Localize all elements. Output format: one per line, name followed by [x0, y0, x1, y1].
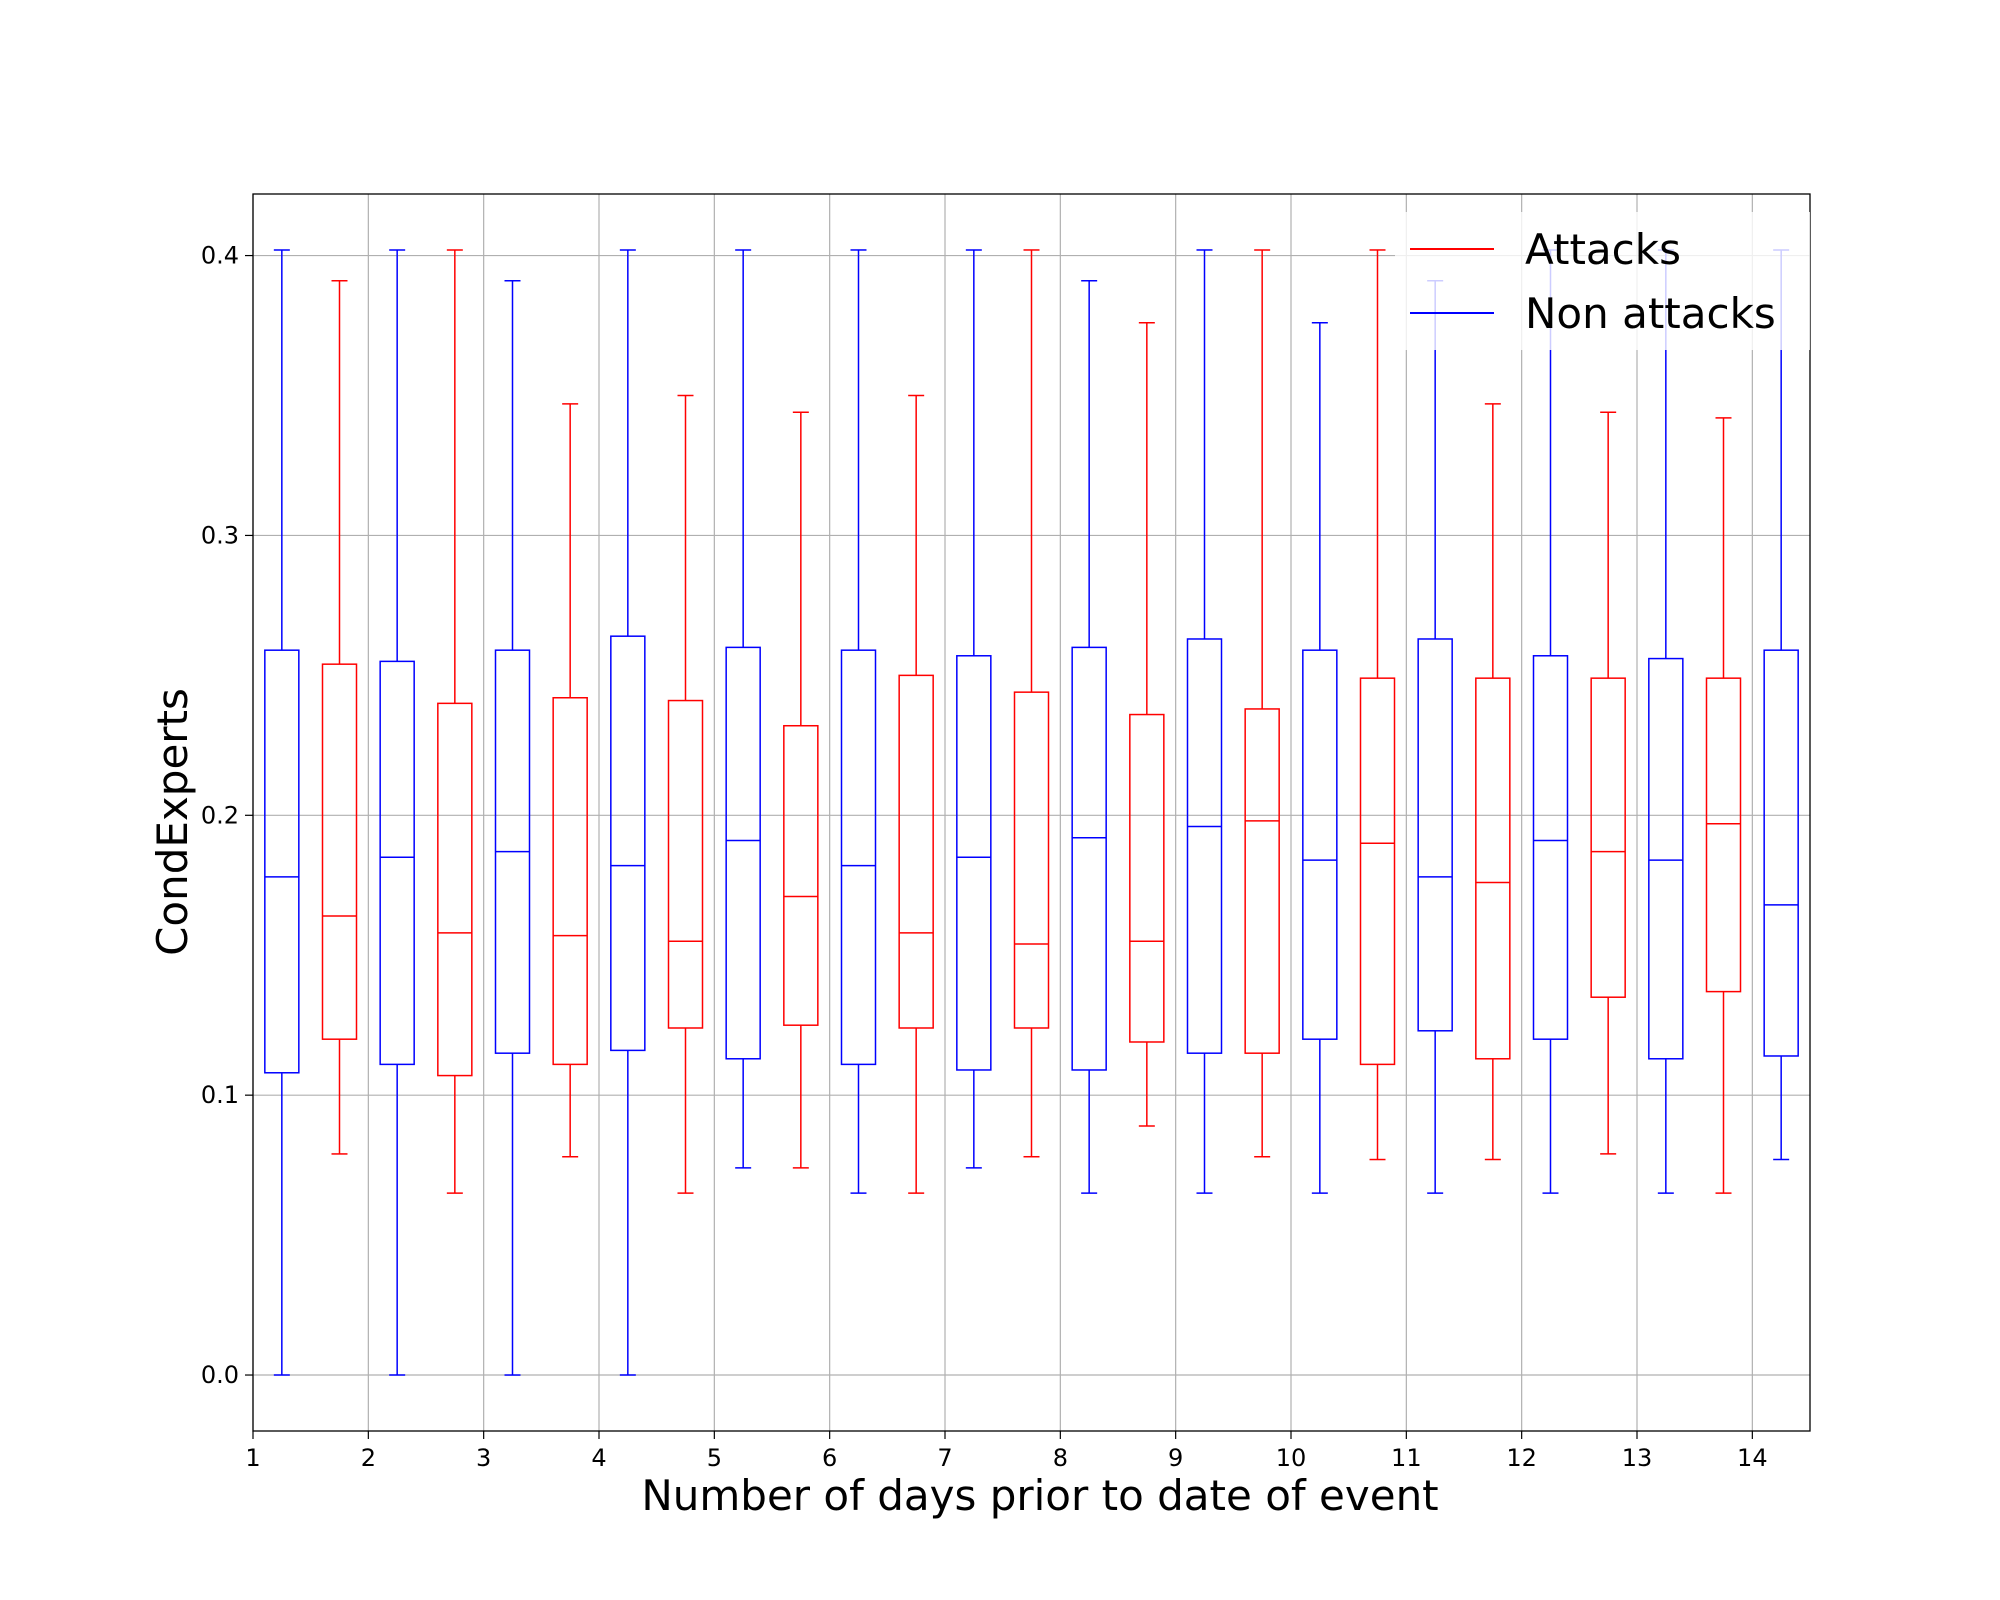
- legend-background: [1395, 212, 1810, 350]
- x-tick-label: 13: [1622, 1444, 1653, 1472]
- box-iqr: [1302, 649, 1338, 1040]
- x-tick-label: 2: [361, 1444, 376, 1472]
- box-iqr: [1590, 677, 1626, 998]
- box-attacks: [1359, 249, 1396, 1161]
- x-tick-label: 7: [937, 1444, 952, 1472]
- box-iqr: [725, 646, 761, 1060]
- box-attacks: [1590, 411, 1626, 1155]
- x-tick-label: 12: [1506, 1444, 1537, 1472]
- box-iqr: [956, 655, 992, 1071]
- box-iqr: [610, 635, 646, 1052]
- x-tick-label: 1: [245, 1444, 260, 1472]
- box-iqr: [1129, 713, 1165, 1043]
- x-tick-label: 5: [707, 1444, 722, 1472]
- plot-area-frame: [252, 193, 1811, 1432]
- box-iqr: [1705, 677, 1742, 993]
- box-iqr: [1244, 708, 1280, 1054]
- box-attacks: [552, 403, 588, 1158]
- box-iqr: [552, 697, 588, 1066]
- box-attacks: [1475, 403, 1511, 1161]
- box-non-attacks: [610, 249, 646, 1376]
- box-iqr: [1359, 677, 1396, 1066]
- x-tick-label: 11: [1391, 1444, 1422, 1472]
- box-iqr: [1013, 691, 1050, 1029]
- box-iqr: [321, 663, 358, 1040]
- box-iqr: [379, 660, 415, 1066]
- box-non-attacks: [494, 280, 531, 1376]
- legend: Attacks Non attacks: [1395, 212, 1810, 350]
- x-tick-label: 6: [822, 1444, 837, 1472]
- box-non-attacks: [725, 249, 761, 1169]
- box-attacks: [437, 249, 473, 1194]
- y-tick-label: 0.1: [201, 1081, 239, 1109]
- box-iqr: [437, 702, 473, 1077]
- box-non-attacks: [379, 249, 415, 1376]
- box-non-attacks: [1763, 249, 1799, 1161]
- x-tick-label: 3: [476, 1444, 491, 1472]
- box-attacks: [898, 394, 934, 1194]
- box-iqr: [1763, 649, 1799, 1057]
- box-iqr: [783, 724, 819, 1026]
- y-tick-label: 0.2: [201, 801, 239, 829]
- box-iqr: [1532, 655, 1569, 1040]
- box-attacks: [1013, 249, 1050, 1158]
- x-tick-label: 4: [591, 1444, 606, 1472]
- box-iqr: [840, 649, 877, 1066]
- legend-label-attacks: Attacks: [1525, 225, 1681, 274]
- y-axis-ticks: 0.0 0.1 0.2 0.3 0.4: [201, 242, 253, 1389]
- box-non-attacks: [956, 249, 992, 1169]
- x-tick-label: 10: [1276, 1444, 1307, 1472]
- box-iqr: [1186, 638, 1223, 1054]
- box-iqr: [898, 674, 934, 1029]
- boxes: [264, 249, 1799, 1376]
- box-iqr: [1071, 646, 1107, 1071]
- box-iqr: [1648, 657, 1684, 1060]
- box-attacks: [667, 394, 704, 1194]
- box-attacks: [783, 411, 819, 1169]
- box-non-attacks: [1532, 249, 1569, 1194]
- box-non-attacks: [1417, 280, 1453, 1194]
- box-iqr: [264, 649, 300, 1074]
- y-tick-label: 0.3: [201, 521, 239, 549]
- x-tick-label: 9: [1168, 1444, 1183, 1472]
- box-non-attacks: [1648, 249, 1684, 1194]
- box-non-attacks: [264, 249, 300, 1376]
- box-attacks: [321, 280, 358, 1155]
- box-attacks: [1244, 249, 1280, 1158]
- box-iqr: [667, 699, 704, 1029]
- box-attacks: [1705, 417, 1742, 1194]
- box-non-attacks: [1071, 280, 1107, 1194]
- legend-label-non-attacks: Non attacks: [1525, 289, 1776, 338]
- box-iqr: [1417, 638, 1453, 1032]
- x-tick-label: 8: [1053, 1444, 1068, 1472]
- x-axis-title: Number of days prior to date of event: [641, 1471, 1438, 1520]
- x-axis-ticks: 1 2 3 4 5 6 7 8 9 10 11 12 13 14: [245, 1431, 1768, 1472]
- box-iqr: [1475, 677, 1511, 1060]
- box-non-attacks: [1186, 249, 1223, 1194]
- y-axis-title: CondExperts: [148, 688, 197, 956]
- y-tick-label: 0.0: [201, 1361, 239, 1389]
- x-tick-label: 14: [1737, 1444, 1768, 1472]
- box-non-attacks: [840, 249, 877, 1194]
- y-tick-label: 0.4: [201, 242, 239, 270]
- box-attacks: [1129, 321, 1165, 1127]
- box-non-attacks: [1302, 321, 1338, 1194]
